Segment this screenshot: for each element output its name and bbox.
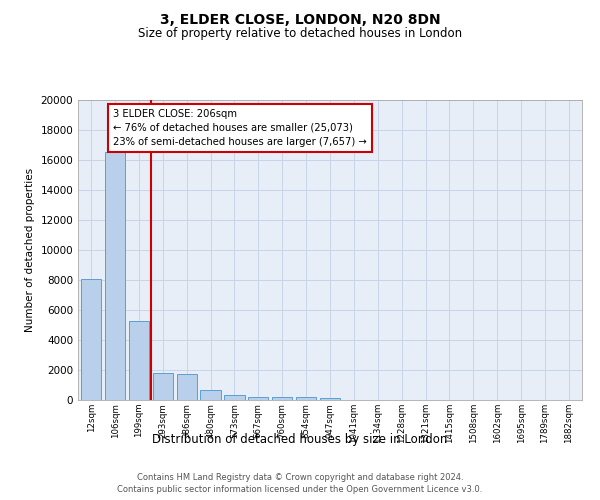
Bar (248, 396, 268, 400)
Y-axis label: Number of detached properties: Number of detached properties (25, 168, 35, 332)
Bar (81, 278, 101, 400)
Text: Contains HM Land Registry data © Crown copyright and database right 2024.: Contains HM Land Registry data © Crown c… (137, 472, 463, 482)
Bar (200, 390, 221, 400)
Text: 3, ELDER CLOSE, LONDON, N20 8DN: 3, ELDER CLOSE, LONDON, N20 8DN (160, 12, 440, 26)
Bar (152, 373, 173, 400)
Bar (176, 374, 197, 400)
Bar (105, 152, 125, 400)
Text: Contains public sector information licensed under the Open Government Licence v3: Contains public sector information licen… (118, 485, 482, 494)
Bar (272, 397, 292, 400)
Text: 3 ELDER CLOSE: 206sqm
← 76% of detached houses are smaller (25,073)
23% of semi-: 3 ELDER CLOSE: 206sqm ← 76% of detached … (113, 109, 367, 147)
Bar (296, 398, 316, 400)
Text: Size of property relative to detached houses in London: Size of property relative to detached ho… (138, 28, 462, 40)
Text: Distribution of detached houses by size in London: Distribution of detached houses by size … (152, 432, 448, 446)
Bar (129, 320, 149, 400)
Bar (224, 396, 245, 400)
Bar (320, 398, 340, 400)
